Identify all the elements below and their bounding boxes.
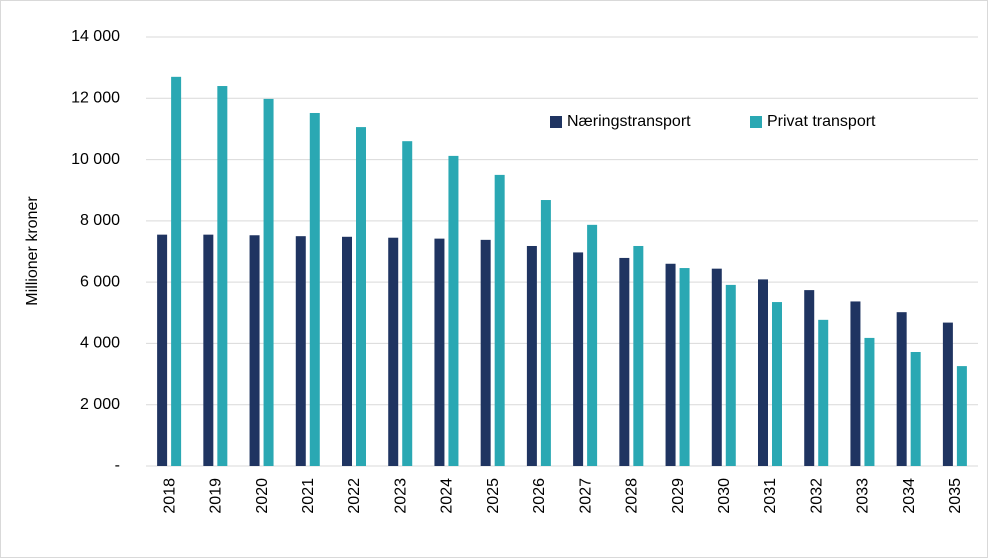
bar (679, 268, 690, 466)
legend-swatch (550, 116, 562, 128)
bar (203, 234, 214, 466)
x-tick-label: 2030 (716, 478, 733, 514)
x-tick-label: 2034 (901, 478, 918, 514)
bar (942, 322, 953, 466)
bar (633, 245, 644, 466)
legend-label: Privat transport (767, 113, 876, 130)
bar (388, 237, 399, 466)
x-tick-label: 2024 (439, 478, 456, 514)
bar (295, 236, 306, 466)
bar (619, 257, 630, 466)
x-tick-label: 2026 (531, 478, 548, 514)
bar (448, 155, 459, 466)
bar (249, 235, 260, 466)
bar (480, 239, 491, 466)
bar (587, 224, 598, 466)
y-tick-label: 10 000 (71, 151, 120, 168)
bar (356, 127, 366, 466)
bar (540, 200, 551, 466)
bar (157, 234, 168, 466)
bar (402, 141, 413, 466)
x-tick-label: 2021 (300, 478, 317, 514)
x-tick-label: 2027 (577, 478, 594, 514)
bar (342, 236, 352, 466)
y-tick-label: - (115, 457, 120, 474)
y-tick-label: 2 000 (80, 396, 120, 413)
bar (758, 279, 768, 466)
x-tick-label: 2022 (346, 478, 363, 514)
bar (217, 86, 228, 467)
bar (818, 319, 829, 466)
x-tick-label: 2035 (947, 478, 964, 514)
y-tick-label: 6 000 (80, 273, 120, 290)
bar (864, 337, 875, 466)
bar (494, 174, 505, 466)
bar (171, 76, 182, 466)
y-axis-label: Millioner kroner (24, 196, 41, 306)
x-tick-label: 2025 (485, 478, 502, 514)
bar (665, 263, 676, 466)
legend-label: Næringstransport (567, 113, 691, 130)
x-tick-label: 2033 (855, 478, 872, 514)
x-tick-label: 2020 (254, 478, 271, 514)
bar (896, 312, 907, 466)
bar (711, 268, 722, 466)
bar (263, 98, 274, 467)
y-tick-label: 12 000 (71, 90, 120, 107)
bar (804, 290, 815, 466)
x-tick-label: 2029 (670, 478, 687, 514)
bar (850, 301, 861, 466)
x-tick-label: 2019 (208, 478, 225, 514)
x-tick-label: 2031 (762, 478, 779, 514)
x-tick-label: 2032 (808, 478, 825, 514)
bar (309, 112, 320, 466)
x-tick-label: 2018 (161, 478, 178, 514)
x-tick-label: 2028 (624, 478, 641, 514)
y-tick-label: 8 000 (80, 212, 120, 229)
x-tick-label: 2023 (392, 478, 409, 514)
bar (573, 252, 584, 466)
y-tick-label: 14 000 (71, 28, 120, 45)
bar (725, 284, 736, 466)
legend-swatch (750, 116, 762, 128)
bar (772, 302, 782, 466)
bar (910, 352, 921, 466)
bar (956, 366, 967, 466)
bar (434, 238, 445, 466)
y-tick-label: 4 000 (80, 335, 120, 352)
bar (526, 245, 537, 466)
